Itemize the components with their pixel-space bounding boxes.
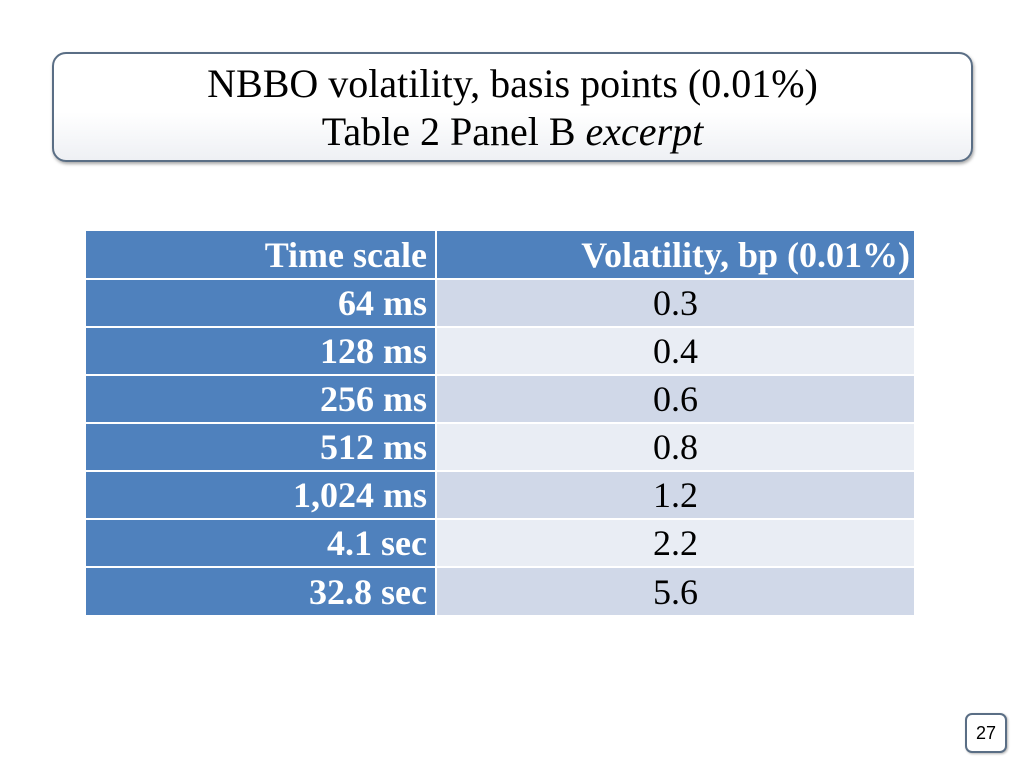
header-volatility: Volatility, bp (0.01%) bbox=[436, 231, 914, 280]
table-row: 256 ms 0.6 bbox=[86, 375, 914, 424]
volatility-cell: 1.2 bbox=[436, 471, 914, 520]
volatility-cell: 5.6 bbox=[436, 567, 914, 615]
slide-title-box: NBBO volatility, basis points (0.01%) Ta… bbox=[52, 52, 973, 162]
table-row: 64 ms 0.3 bbox=[86, 279, 914, 328]
table-header-row: Time scale Volatility, bp (0.01%) bbox=[86, 231, 914, 280]
table-row: 1,024 ms 1.2 bbox=[86, 471, 914, 520]
subtitle-prefix: Table 2 Panel B bbox=[321, 109, 586, 154]
volatility-cell: 0.6 bbox=[436, 375, 914, 424]
time-scale-cell: 512 ms bbox=[86, 423, 437, 472]
volatility-cell: 0.4 bbox=[436, 327, 914, 376]
volatility-cell: 0.8 bbox=[436, 423, 914, 472]
time-scale-cell: 256 ms bbox=[86, 375, 437, 424]
table-row: 32.8 sec 5.6 bbox=[86, 567, 914, 615]
time-scale-cell: 32.8 sec bbox=[86, 567, 437, 615]
table-row: 512 ms 0.8 bbox=[86, 423, 914, 472]
volatility-table: Time scale Volatility, bp (0.01%) 64 ms … bbox=[86, 231, 914, 615]
header-time-scale: Time scale bbox=[86, 231, 437, 280]
slide-title: NBBO volatility, basis points (0.01%) bbox=[207, 61, 818, 106]
subtitle-italic: excerpt bbox=[585, 109, 704, 154]
time-scale-cell: 64 ms bbox=[86, 279, 437, 328]
time-scale-cell: 128 ms bbox=[86, 327, 437, 376]
table-row: 128 ms 0.4 bbox=[86, 327, 914, 376]
time-scale-cell: 1,024 ms bbox=[86, 471, 437, 520]
page-number: 27 bbox=[965, 713, 1007, 753]
time-scale-cell: 4.1 sec bbox=[86, 519, 437, 568]
slide-subtitle: Table 2 Panel B excerpt bbox=[54, 108, 971, 156]
volatility-cell: 2.2 bbox=[436, 519, 914, 568]
volatility-cell: 0.3 bbox=[436, 279, 914, 328]
table-row: 4.1 sec 2.2 bbox=[86, 519, 914, 568]
